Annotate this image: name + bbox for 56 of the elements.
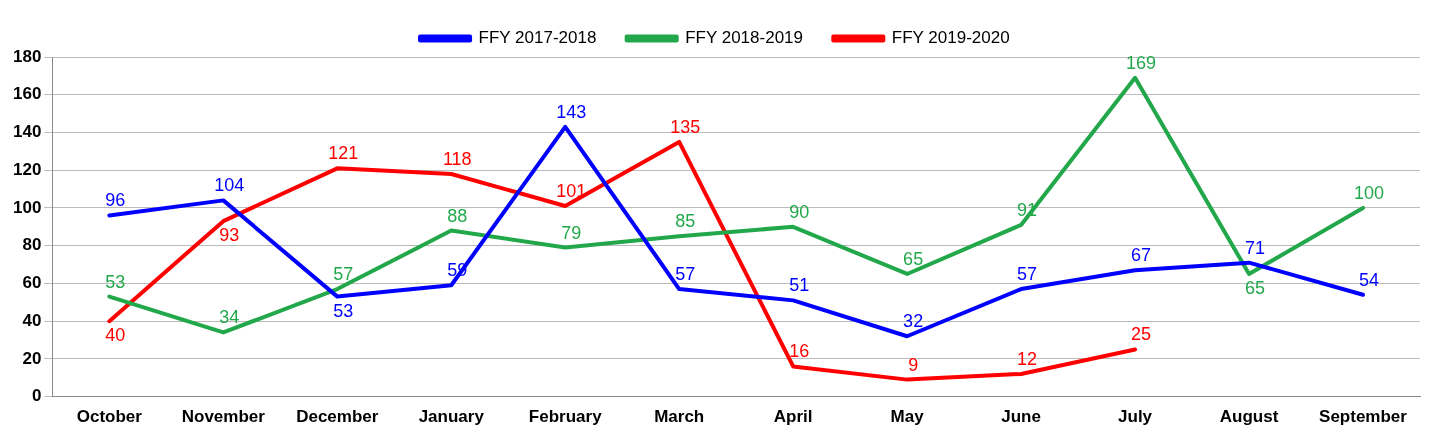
y-tick-label: 80 xyxy=(22,235,42,255)
y-tick-label: 100 xyxy=(12,197,42,217)
x-tick-label: April xyxy=(773,407,813,427)
data-label: 118 xyxy=(442,148,472,169)
legend-label: FFY 2017-2018 xyxy=(478,28,597,48)
data-label: 65 xyxy=(1245,277,1266,298)
data-label: 65 xyxy=(903,248,924,269)
data-label: 25 xyxy=(1131,324,1152,345)
data-label: 135 xyxy=(670,116,701,137)
data-label: 85 xyxy=(675,211,696,232)
data-label: 90 xyxy=(789,201,810,222)
y-tick-label: 180 xyxy=(12,46,42,66)
data-label: 169 xyxy=(1126,52,1157,73)
data-label: 34 xyxy=(219,307,240,328)
data-label: 88 xyxy=(447,205,468,226)
data-label: 16 xyxy=(789,341,810,362)
data-label: 57 xyxy=(675,264,696,285)
data-label: 40 xyxy=(105,325,126,346)
legend-label: FFY 2019-2020 xyxy=(891,28,1010,48)
y-tick-label: 40 xyxy=(22,310,42,330)
x-tick-label: January xyxy=(418,407,485,427)
x-tick-label: March xyxy=(654,407,705,427)
data-label: 53 xyxy=(105,271,126,292)
data-label: 67 xyxy=(1131,245,1152,266)
x-tick-label: October xyxy=(76,407,143,427)
y-tick-label: 20 xyxy=(22,348,42,368)
data-label: 54 xyxy=(1359,269,1380,290)
y-tick-label: 0 xyxy=(31,386,42,406)
data-label: 32 xyxy=(903,311,924,332)
x-tick-label: November xyxy=(181,407,266,427)
x-tick-label: August xyxy=(1219,407,1279,427)
data-label: 53 xyxy=(333,300,354,321)
data-label: 71 xyxy=(1245,237,1266,258)
x-tick-label: July xyxy=(1118,407,1153,427)
data-label: 12 xyxy=(1017,348,1038,369)
y-tick-label: 120 xyxy=(12,159,42,179)
data-label: 121 xyxy=(328,143,359,164)
data-label: 79 xyxy=(561,222,582,243)
y-tick-label: 140 xyxy=(12,122,42,142)
legend-label: FFY 2018-2019 xyxy=(685,28,804,48)
y-tick-label: 160 xyxy=(12,84,42,104)
data-label: 104 xyxy=(214,175,245,196)
x-tick-label: February xyxy=(528,407,603,427)
data-label: 9 xyxy=(908,354,919,375)
x-tick-label: June xyxy=(1001,407,1041,427)
x-tick-label: September xyxy=(1319,407,1408,427)
data-label: 57 xyxy=(1017,264,1038,285)
data-label: 100 xyxy=(1353,182,1385,203)
data-label: 51 xyxy=(789,275,810,296)
x-tick-label: May xyxy=(890,407,925,427)
data-label: 93 xyxy=(219,225,240,246)
x-tick-label: December xyxy=(296,407,379,427)
data-label: 96 xyxy=(105,190,126,211)
data-label: 143 xyxy=(556,101,587,122)
y-tick-label: 60 xyxy=(22,273,42,293)
data-label: 57 xyxy=(333,264,354,285)
